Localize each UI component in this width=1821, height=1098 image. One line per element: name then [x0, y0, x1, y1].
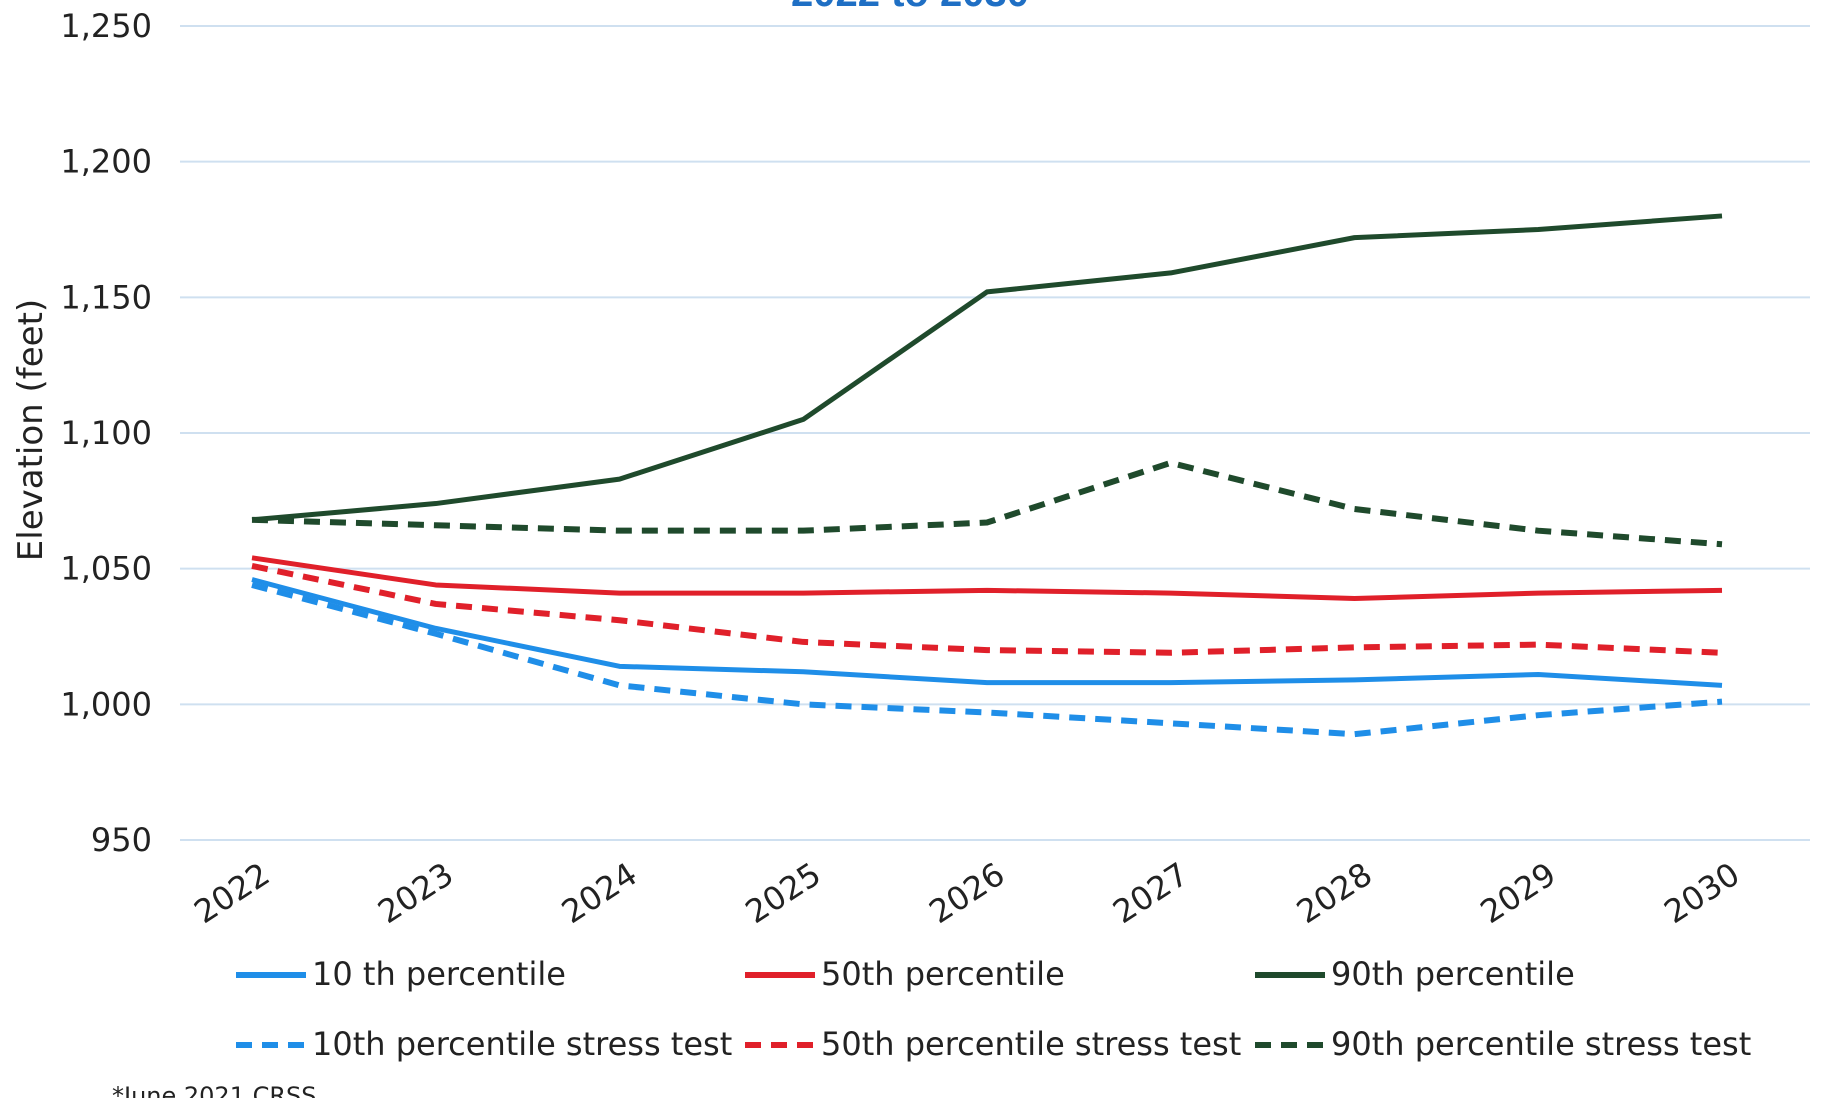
series-line	[251, 582, 1723, 738]
x-tick-label: 2022	[187, 855, 276, 931]
x-tick-label: 2024	[555, 855, 644, 931]
series-line	[251, 563, 1723, 656]
y-tick-label: 1,250	[60, 7, 152, 45]
y-tick-label: 1,000	[60, 685, 152, 723]
y-axis-label: Elevation (feet)	[11, 299, 51, 561]
y-tick-label: 1,150	[60, 278, 152, 316]
legend-label: 90th percentile stress test	[1331, 1025, 1751, 1063]
legend: 10 th percentile 50th percentile 90th perc…	[236, 955, 1751, 1063]
chart-title: 2022 to 2030	[791, 0, 1029, 15]
y-tick-label: 1,100	[60, 414, 152, 452]
legend-label: 50th percentile stress test	[821, 1025, 1241, 1063]
y-tick-label: 1,200	[60, 143, 152, 181]
series-line	[251, 213, 1723, 523]
x-tick-label: 2027	[1106, 855, 1195, 931]
series-line	[251, 577, 1723, 688]
legend-label: 90th percentile	[1331, 955, 1575, 993]
x-tick-label: 2030	[1657, 855, 1746, 931]
legend-label: 10th percentile stress test	[312, 1025, 732, 1063]
y-tick-label: 1,050	[60, 550, 152, 588]
footnote: *June 2021 CRSS	[112, 1082, 317, 1098]
y-axis-ticks: 950 1,000 1,050 1,100 1,150 1,200 1,250	[60, 7, 152, 859]
series-line	[251, 555, 1723, 602]
legend-label: 50th percentile	[821, 955, 1065, 993]
series-lines	[251, 213, 1723, 738]
gridlines	[180, 25, 1810, 841]
x-axis-ticks: 2022 2023 2024 2025 2026 2027 2028 2029 2030	[187, 855, 1746, 931]
x-tick-label: 2026	[922, 855, 1011, 931]
x-tick-label: 2023	[371, 855, 460, 931]
legend-label: 10 th percentile	[312, 955, 566, 993]
x-tick-label: 2029	[1474, 855, 1563, 931]
series-line	[251, 459, 1723, 548]
x-tick-label: 2028	[1290, 855, 1379, 931]
x-tick-label: 2025	[739, 855, 828, 931]
y-tick-label: 950	[91, 821, 152, 859]
